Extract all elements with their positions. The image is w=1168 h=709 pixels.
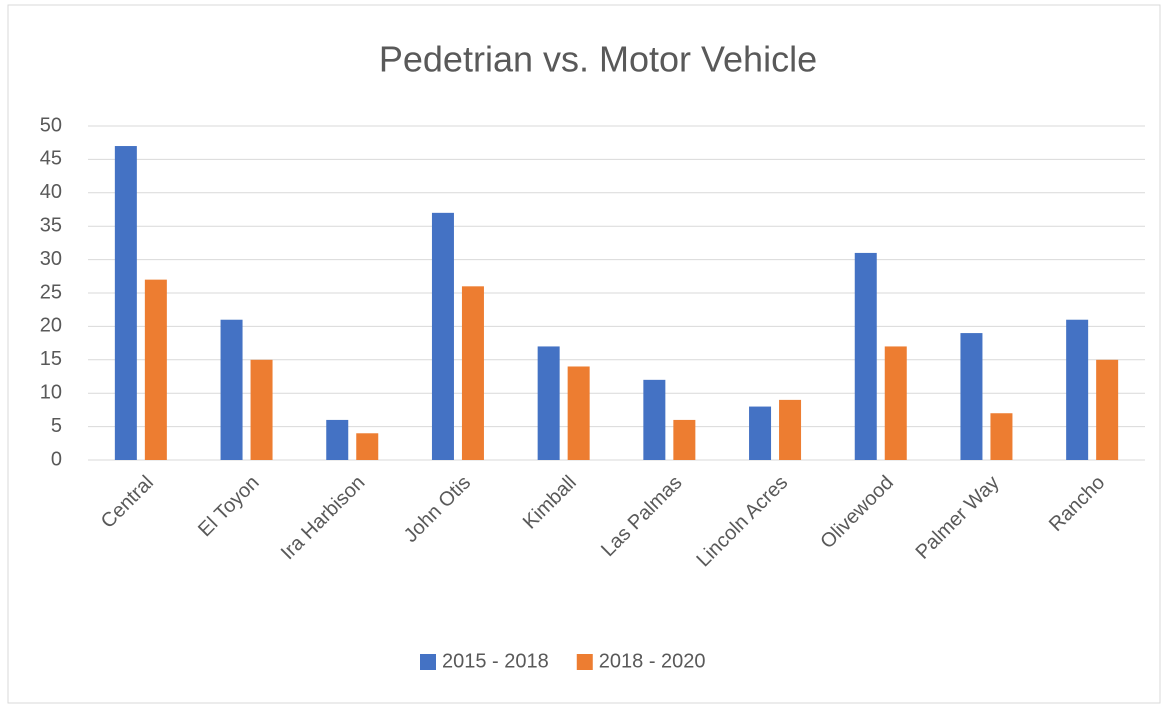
bar [250, 359, 273, 460]
y-tick-label: 40 [40, 181, 62, 203]
bar [431, 212, 454, 460]
bar [1066, 319, 1089, 460]
bar [356, 433, 379, 460]
y-tick-label: 45 [40, 148, 62, 170]
y-tick-label: 10 [40, 381, 62, 403]
bar [461, 286, 484, 460]
legend-label: 2015 - 2018 [442, 650, 549, 672]
bar [854, 252, 877, 460]
bar [749, 406, 772, 460]
bar [960, 333, 983, 460]
y-tick-label: 5 [51, 415, 62, 437]
chart-title: Pedetrian vs. Motor Vehicle [379, 39, 817, 80]
bar [643, 379, 666, 460]
bar [1096, 359, 1119, 460]
bar [990, 413, 1013, 460]
y-tick-label: 30 [40, 248, 62, 270]
legend-label: 2018 - 2020 [599, 650, 706, 672]
y-tick-label: 35 [40, 214, 62, 236]
bar [144, 279, 167, 460]
y-tick-label: 20 [40, 315, 62, 337]
legend-swatch [576, 654, 593, 670]
y-tick-label: 0 [51, 448, 62, 470]
legend-swatch [420, 654, 436, 670]
y-tick-label: 50 [40, 114, 62, 136]
bar [220, 319, 243, 460]
bar [114, 146, 137, 461]
bar [779, 399, 802, 460]
bar [567, 366, 590, 460]
bar [884, 346, 907, 460]
bar [673, 419, 696, 460]
y-tick-label: 15 [40, 348, 62, 370]
bar [326, 419, 349, 460]
y-tick-label: 25 [40, 281, 62, 303]
chart-frame [7, 4, 1161, 704]
bar [537, 346, 560, 460]
